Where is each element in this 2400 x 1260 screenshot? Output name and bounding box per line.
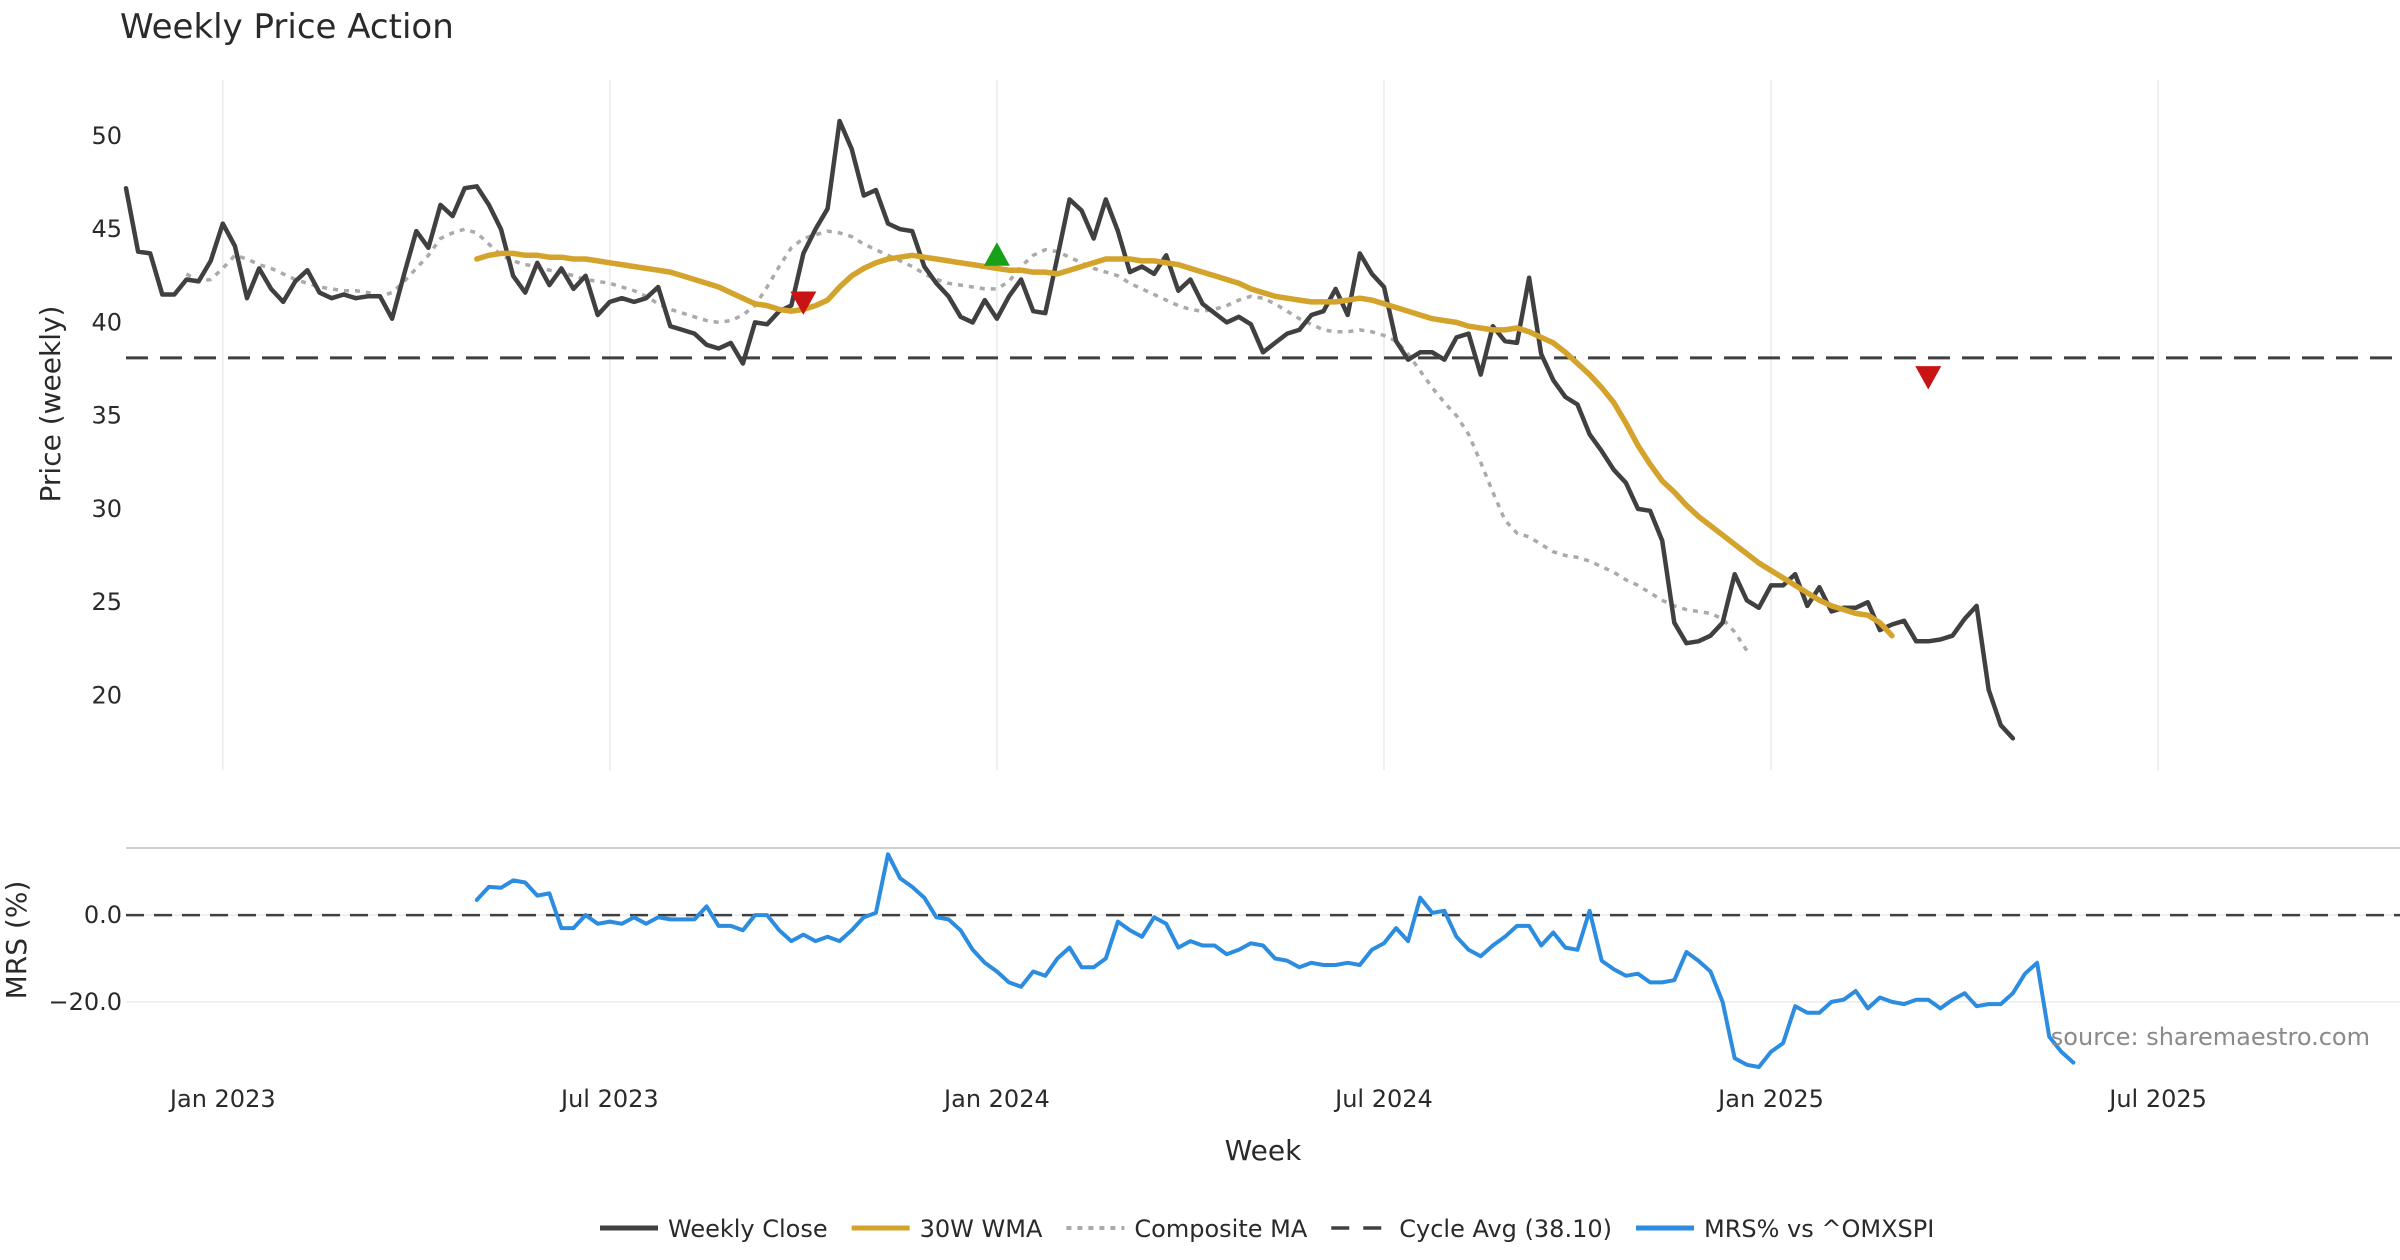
legend-label: MRS% vs ^OMXSPI (1704, 1215, 1934, 1243)
mrs-y-tick-label: −20.0 (48, 988, 122, 1016)
chart-title: Weekly Price Action (120, 7, 454, 47)
x-tick-label: Jan 2025 (1716, 1085, 1824, 1113)
legend-label: 30W WMA (920, 1215, 1043, 1243)
price-y-tick-label: 20 (91, 681, 122, 709)
wma-30w-series (474, 250, 1895, 639)
price-panel: 20 25 30 35 40 45 50 (91, 80, 2400, 770)
legend-label: Cycle Avg (38.10) (1399, 1215, 1612, 1243)
x-tick-label: Jan 2023 (168, 1085, 276, 1113)
mrs-y-axis-title: MRS (%) (0, 881, 33, 1000)
price-y-tick-label: 50 (91, 122, 122, 150)
x-tick-label: Jul 2025 (2107, 1085, 2207, 1113)
composite-ma-series (185, 227, 1749, 652)
mrs-y-tick-label: 0.0 (84, 901, 122, 929)
mrs-panel: 0.0 −20.0 (48, 847, 2400, 1069)
price-y-axis-title: Price (weekly) (34, 306, 67, 503)
x-tick-label: Jul 2023 (559, 1085, 659, 1113)
x-axis: Jan 2023 Jul 2023 Jan 2024 Jul 2024 Jan 2025… (168, 1085, 2207, 1113)
price-y-tick-label: 45 (91, 215, 122, 243)
x-tick-label: Jan 2024 (942, 1085, 1050, 1113)
weekly-close-series (123, 118, 2016, 741)
mrs-series (474, 852, 2076, 1069)
legend: Weekly Close 30W WMA Composite MA Cycle Avg… (600, 1215, 1934, 1243)
x-axis-title: Week (1225, 1134, 1302, 1167)
sell-signal-marker (790, 291, 817, 315)
buy-signal-marker (983, 242, 1010, 266)
legend-label: Weekly Close (668, 1215, 828, 1243)
price-y-tick-label: 35 (91, 402, 122, 430)
sell-signal-marker (1915, 366, 1942, 390)
x-tick-label: Jul 2024 (1333, 1085, 1433, 1113)
legend-label: Composite MA (1134, 1215, 1307, 1243)
price-y-tick-label: 30 (91, 495, 122, 523)
source-annotation: source: sharemaestro.com (2051, 1023, 2370, 1051)
price-y-tick-label: 25 (91, 588, 122, 616)
price-y-tick-label: 40 (91, 308, 122, 336)
